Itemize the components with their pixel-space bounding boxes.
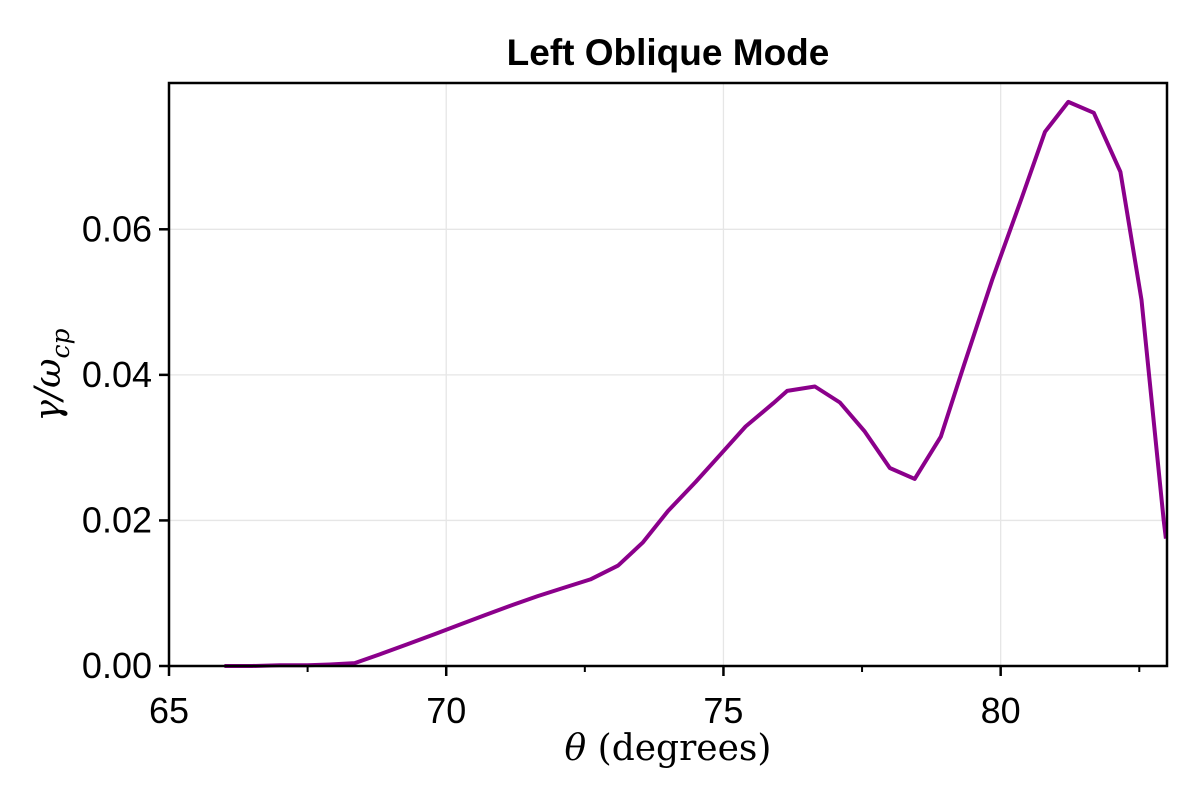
y-tick-label: 0.06 — [82, 208, 152, 249]
x-tick-label: 80 — [981, 690, 1021, 731]
axis-ticks — [159, 228, 1141, 676]
y-tick-label: 0.00 — [82, 645, 152, 686]
chart-title: Left Oblique Mode — [507, 32, 830, 73]
x-axis-label-symbol: θ — [565, 728, 587, 769]
y-axis-label-main: γ/ω — [28, 359, 69, 422]
y-tick-label: 0.04 — [82, 354, 152, 395]
y-tick-label: 0.02 — [82, 499, 152, 540]
x-tick-label: 75 — [703, 690, 743, 731]
x-tick-label: 70 — [426, 690, 466, 731]
tick-labels: 65 70 75 80 0.00 0.02 0.04 0.06 — [82, 208, 1021, 731]
line-series-growth-rate — [224, 99, 1168, 668]
x-tick-label: 65 — [149, 690, 189, 731]
x-axis-label: θ (degrees) — [565, 728, 772, 769]
x-axis-label-text: (degrees) — [586, 728, 771, 769]
y-axis-label: γ/ωcp — [28, 328, 75, 421]
gridlines — [169, 83, 1167, 666]
y-axis-label-subscript: cp — [46, 328, 75, 358]
